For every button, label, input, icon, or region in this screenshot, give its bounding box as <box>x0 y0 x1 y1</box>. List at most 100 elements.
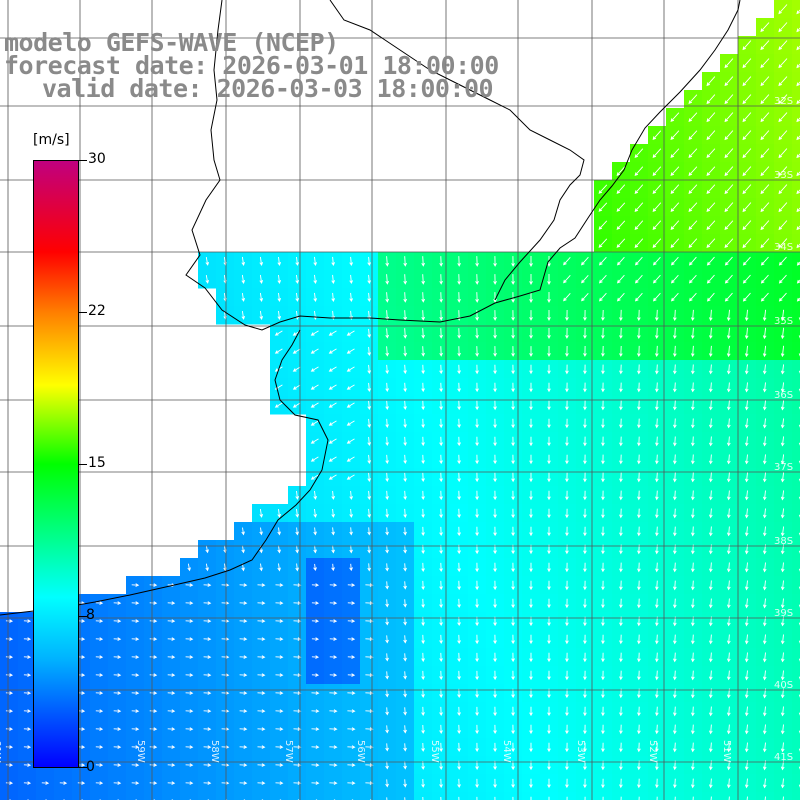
wind-arrow <box>708 526 713 537</box>
wind-cell <box>792 252 800 271</box>
wind-arrow <box>511 634 515 645</box>
wind-cell <box>792 360 800 379</box>
wind-arrow <box>583 742 587 753</box>
wind-arrow <box>742 184 752 195</box>
wind-cell <box>792 234 800 253</box>
wind-arrow <box>601 652 605 663</box>
wind-arrow <box>692 796 694 800</box>
wind-arrow <box>203 601 212 605</box>
longitude-label: 58W <box>209 740 220 763</box>
colorbar-tick <box>79 464 87 465</box>
wind-cell <box>216 792 235 800</box>
wind-arrow <box>239 619 248 623</box>
wind-arrow <box>744 508 749 519</box>
wind-arrow <box>221 745 230 749</box>
wind-arrow <box>529 670 533 681</box>
wind-arrow <box>511 400 515 411</box>
wind-arrow <box>439 256 443 267</box>
colorbar-label-0: 0 <box>86 759 95 775</box>
wind-arrow <box>292 384 301 390</box>
wind-arrow <box>724 76 734 87</box>
wind-arrow <box>403 599 407 608</box>
wind-arrow <box>328 366 337 372</box>
wind-arrow <box>726 418 731 429</box>
wind-arrow <box>493 670 497 681</box>
wind-arrow <box>439 274 443 285</box>
wind-arrow <box>529 598 533 609</box>
wind-arrow <box>656 796 658 800</box>
wind-arrow <box>724 184 734 195</box>
wind-arrow <box>690 345 695 358</box>
wind-arrow <box>421 436 425 447</box>
wind-arrow <box>512 796 514 800</box>
wind-arrow <box>670 238 680 248</box>
wind-arrow <box>744 634 749 645</box>
wind-arrow <box>796 153 800 159</box>
wind-arrow <box>670 256 679 266</box>
wind-arrow <box>616 202 626 212</box>
wind-arrow <box>744 418 749 429</box>
wind-arrow <box>421 490 425 501</box>
wind-cell <box>792 666 800 685</box>
wind-arrow <box>565 706 569 717</box>
wind-arrow <box>367 563 371 572</box>
wind-arrow <box>457 454 461 465</box>
wind-arrow <box>708 580 713 591</box>
wind-arrow <box>493 256 497 267</box>
wind-arrow <box>547 652 551 663</box>
wind-arrow <box>690 598 695 609</box>
wind-arrow <box>726 724 731 735</box>
wind-cell <box>792 774 800 793</box>
wind-cell <box>630 792 649 800</box>
wind-arrow <box>547 328 551 339</box>
wind-arrow <box>475 382 479 393</box>
wind-arrow <box>311 583 320 587</box>
wind-arrow <box>259 527 263 536</box>
wind-arrow <box>403 671 407 680</box>
wind-arrow <box>257 673 266 677</box>
wind-arrow <box>403 689 407 698</box>
wind-arrow <box>493 724 497 735</box>
wind-arrow <box>616 256 625 266</box>
wind-arrow <box>672 652 677 663</box>
wind-arrow <box>493 706 497 717</box>
wind-arrow <box>652 130 662 140</box>
wind-cell <box>594 792 613 800</box>
wind-arrow <box>724 166 734 177</box>
wind-arrow <box>329 763 338 767</box>
wind-arrow <box>167 781 176 785</box>
wind-arrow <box>670 112 680 122</box>
wind-arrow <box>458 796 460 800</box>
wind-arrow <box>583 364 587 375</box>
longitude-label: 57W <box>283 740 294 763</box>
wind-arrow <box>221 691 230 695</box>
wind-arrow <box>778 166 788 177</box>
wind-arrow <box>205 257 210 266</box>
wind-arrow <box>726 454 731 465</box>
wind-arrow <box>778 112 788 123</box>
wind-arrow <box>708 490 713 501</box>
wind-arrow <box>529 364 533 375</box>
wind-arrow <box>365 673 374 677</box>
wind-arrow <box>511 292 515 303</box>
wind-arrow <box>421 778 425 788</box>
wind-cell <box>144 792 163 800</box>
wind-arrow <box>277 256 282 266</box>
wind-arrow <box>385 382 390 393</box>
wind-cell <box>792 54 800 73</box>
wind-arrow <box>331 490 336 500</box>
wind-arrow <box>529 292 533 303</box>
wind-arrow <box>421 418 425 429</box>
wind-arrow <box>708 706 713 717</box>
wind-arrow <box>185 781 194 785</box>
wind-arrow <box>742 94 752 105</box>
wind-arrow <box>403 256 408 267</box>
wind-arrow <box>688 238 698 248</box>
wind-arrow <box>778 184 788 195</box>
wind-arrow <box>724 274 733 284</box>
wind-arrow <box>690 490 695 501</box>
wind-arrow <box>5 781 14 785</box>
wind-arrow <box>5 727 14 731</box>
wind-arrow <box>511 346 515 357</box>
wind-arrow <box>277 545 281 554</box>
